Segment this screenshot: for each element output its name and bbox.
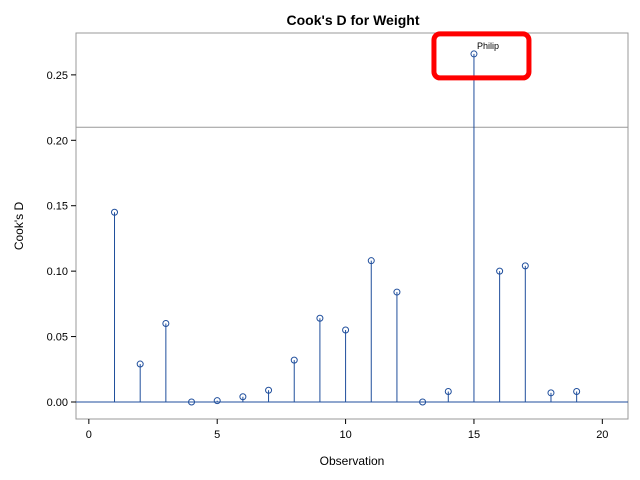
data-point-12	[393, 288, 401, 296]
data-point-2	[136, 360, 144, 368]
data-point-15	[470, 50, 478, 58]
data-point-5	[213, 397, 221, 405]
data-point-18	[547, 389, 555, 397]
data-point-10	[342, 326, 350, 334]
data-point-16	[496, 267, 504, 275]
y-tick-label: 0.05	[47, 332, 68, 344]
data-point-4	[188, 398, 196, 406]
axes: 0 5 10 15 20 0.00 0.05 0.10 0.15 0.20 0.25	[47, 70, 609, 441]
data-point-8	[290, 356, 298, 364]
x-axis-label: Observation	[320, 454, 385, 468]
y-tick-label: 0.20	[47, 135, 68, 147]
data-point-6	[239, 393, 247, 401]
data-point-1	[111, 208, 119, 216]
y-axis-label: Cook's D	[12, 202, 26, 251]
plot-frame	[75, 32, 629, 420]
data-point-14	[444, 388, 452, 396]
y-tick-label: 0.10	[47, 266, 68, 278]
plot-area: Philip	[76, 31, 628, 406]
annotation-label: Philip	[477, 41, 499, 51]
chart-title: Cook's D for Weight	[287, 12, 420, 28]
data-point-7	[265, 386, 273, 394]
x-tick-label: 0	[86, 429, 92, 441]
data-point-3	[162, 319, 170, 327]
y-tick-label: 0.00	[47, 397, 68, 409]
x-tick-label: 15	[468, 429, 480, 441]
x-tick-label: 10	[339, 429, 351, 441]
highlight-box	[431, 31, 532, 81]
x-tick-label: 5	[214, 429, 220, 441]
data-point-11	[367, 257, 375, 265]
data-point-19	[573, 388, 581, 396]
y-tick-label: 0.15	[47, 201, 68, 213]
x-tick-label: 20	[596, 429, 608, 441]
y-tick-label: 0.25	[47, 70, 68, 82]
data-point-13	[419, 398, 427, 406]
data-point-17	[521, 262, 529, 270]
data-point-9	[316, 314, 324, 322]
